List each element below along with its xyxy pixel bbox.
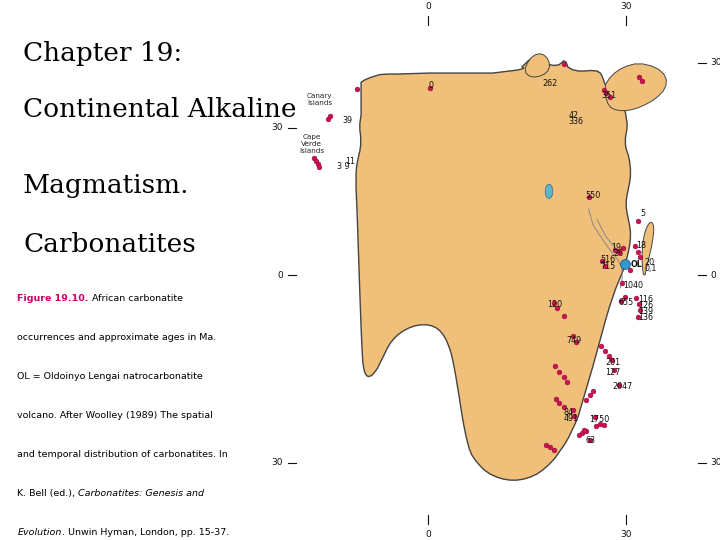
Text: 336: 336	[569, 117, 584, 126]
Text: 351: 351	[601, 91, 616, 100]
Text: Magmatism.: Magmatism.	[23, 173, 189, 198]
Text: 715: 715	[600, 262, 616, 271]
Text: 30: 30	[271, 123, 283, 132]
Text: 201: 201	[606, 359, 621, 367]
Text: 42: 42	[569, 111, 579, 120]
Text: 84: 84	[564, 408, 574, 417]
Text: Cape
Verde
Islands: Cape Verde Islands	[299, 134, 324, 154]
Text: 550: 550	[586, 191, 601, 200]
Text: 0,1: 0,1	[644, 265, 657, 273]
Text: 136: 136	[638, 313, 653, 322]
Text: 139: 139	[638, 307, 653, 316]
Text: Canary
Islands: Canary Islands	[307, 93, 332, 106]
Text: 2047: 2047	[612, 382, 632, 392]
Text: 0: 0	[426, 2, 431, 11]
Text: 0: 0	[277, 271, 283, 280]
Text: . Unwin Hyman, London, pp. 15-37.: . Unwin Hyman, London, pp. 15-37.	[62, 528, 229, 537]
Text: Carbonatites: Genesis and: Carbonatites: Genesis and	[78, 489, 204, 498]
Text: 63: 63	[586, 436, 595, 444]
Text: 30: 30	[711, 458, 720, 468]
Text: 749: 749	[566, 335, 581, 345]
Text: OL: OL	[631, 260, 642, 269]
Text: Figure 19.10.: Figure 19.10.	[17, 294, 89, 303]
Text: 30: 30	[271, 458, 283, 468]
Text: 126: 126	[638, 301, 653, 310]
Text: 262: 262	[543, 79, 558, 88]
Text: 26: 26	[613, 249, 623, 258]
Polygon shape	[606, 64, 666, 111]
Text: African carbonatite: African carbonatite	[89, 294, 183, 303]
Text: 1040: 1040	[624, 281, 644, 290]
Text: 5: 5	[640, 208, 645, 218]
Text: 127: 127	[606, 368, 621, 376]
Text: 19: 19	[611, 242, 621, 252]
Text: 655: 655	[618, 298, 634, 307]
Text: Carbonatites: Carbonatites	[23, 232, 196, 257]
Text: 116: 116	[638, 295, 653, 304]
Text: Continental Alkaline: Continental Alkaline	[23, 97, 297, 122]
Text: Chapter 19:: Chapter 19:	[23, 40, 182, 65]
Text: 516: 516	[600, 255, 616, 265]
Text: 3 9: 3 9	[337, 162, 350, 171]
Text: K. Bell (ed.),: K. Bell (ed.),	[17, 489, 78, 498]
Text: OL = Oldoinyo Lengai natrocarbonatite: OL = Oldoinyo Lengai natrocarbonatite	[17, 372, 203, 381]
Text: 30: 30	[621, 530, 632, 539]
Text: 18: 18	[636, 241, 646, 249]
Text: and temporal distribution of carbonatites. In: and temporal distribution of carbonatite…	[17, 450, 228, 459]
Text: 30: 30	[621, 2, 632, 11]
Text: volcano. After Woolley (1989) The spatial: volcano. After Woolley (1989) The spatia…	[17, 411, 213, 420]
Text: 1750: 1750	[589, 415, 609, 424]
Polygon shape	[356, 58, 631, 480]
Ellipse shape	[545, 184, 553, 198]
Text: 30: 30	[711, 58, 720, 68]
Text: 0: 0	[426, 530, 431, 539]
Text: Evolution: Evolution	[17, 528, 62, 537]
Text: 0: 0	[428, 81, 433, 90]
Text: 39: 39	[343, 116, 353, 125]
Text: 11: 11	[345, 157, 355, 166]
Polygon shape	[642, 222, 654, 275]
Text: 120: 120	[547, 300, 562, 309]
Text: 20: 20	[644, 259, 654, 267]
Text: 491: 491	[564, 414, 579, 423]
Polygon shape	[525, 54, 549, 77]
Text: 0: 0	[711, 271, 716, 280]
Text: occurrences and approximate ages in Ma.: occurrences and approximate ages in Ma.	[17, 333, 217, 342]
